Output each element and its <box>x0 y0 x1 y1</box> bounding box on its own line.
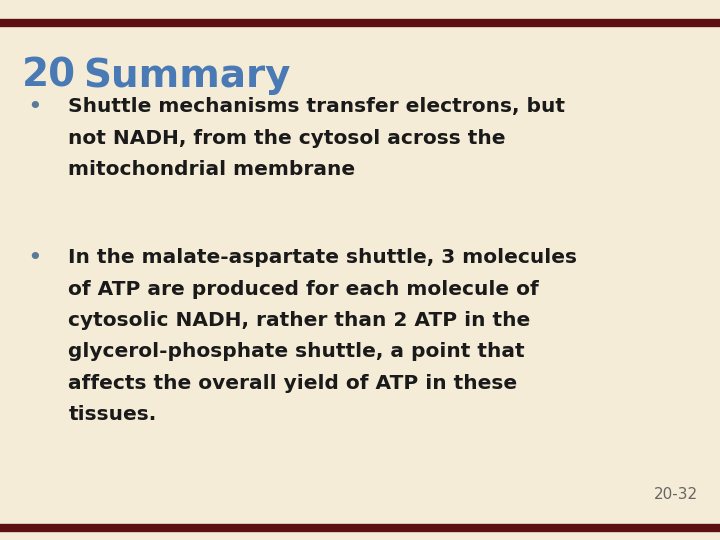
Text: tissues.: tissues. <box>68 405 157 424</box>
Text: not NADH, from the cytosol across the: not NADH, from the cytosol across the <box>68 129 506 147</box>
Text: affects the overall yield of ATP in these: affects the overall yield of ATP in thes… <box>68 374 518 393</box>
Text: cytosolic NADH, rather than 2 ATP in the: cytosolic NADH, rather than 2 ATP in the <box>68 311 531 330</box>
Text: mitochondrial membrane: mitochondrial membrane <box>68 160 356 179</box>
Text: glycerol-phosphate shuttle, a point that: glycerol-phosphate shuttle, a point that <box>68 342 525 361</box>
Text: •: • <box>27 246 42 269</box>
Text: of ATP are produced for each molecule of: of ATP are produced for each molecule of <box>68 280 539 299</box>
Text: In the malate-aspartate shuttle, 3 molecules: In the malate-aspartate shuttle, 3 molec… <box>68 248 577 267</box>
Text: 20-32: 20-32 <box>654 487 698 502</box>
Text: Summary: Summary <box>83 57 290 94</box>
Text: •: • <box>27 94 42 118</box>
Text: Shuttle mechanisms transfer electrons, but: Shuttle mechanisms transfer electrons, b… <box>68 97 565 116</box>
Text: 20: 20 <box>22 57 76 94</box>
